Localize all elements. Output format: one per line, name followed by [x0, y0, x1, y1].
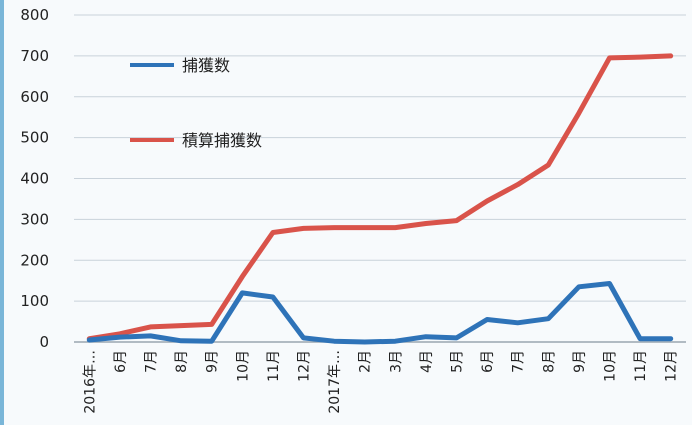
x-tick: 7月	[144, 350, 160, 373]
legend: 捕獲数 積算捕獲数	[130, 56, 262, 150]
x-tick-label: 9月	[572, 350, 588, 373]
y-tick-label: 100	[20, 292, 49, 310]
x-tick-label: 6月	[113, 350, 129, 373]
x-tick: 7月	[511, 350, 527, 373]
x-tick: 10月	[603, 350, 619, 382]
x-tick: 11月	[633, 350, 649, 382]
x-tick-label: 7月	[144, 350, 160, 373]
x-tick: 12月	[664, 350, 680, 382]
x-tick: 6月	[113, 350, 129, 373]
series-lines	[86, 53, 674, 345]
x-tick: 12月	[297, 350, 313, 382]
legend-label-cumulative: 積算捕獲数	[182, 131, 262, 150]
x-tick-label: 12月	[297, 350, 313, 382]
x-tick: 8月	[174, 350, 190, 373]
x-tick: 11月	[266, 350, 282, 382]
x-tick-label: 12月	[664, 350, 680, 382]
x-tick: 6月	[480, 350, 496, 373]
series-line-catch	[86, 281, 674, 345]
y-tick-label: 700	[20, 47, 49, 65]
x-tick-label: 11月	[633, 350, 649, 382]
x-tick: 4月	[419, 350, 435, 373]
x-tick-label: 8月	[541, 350, 557, 373]
x-tick-label: 9月	[205, 350, 221, 373]
x-tick-label: 6月	[480, 350, 496, 373]
y-tick-label: 300	[20, 210, 49, 228]
x-tick: 2017年…	[327, 350, 343, 414]
x-tick-label: 2月	[358, 350, 374, 373]
x-tick: 3月	[388, 350, 404, 373]
x-tick-label: 8月	[174, 350, 190, 373]
x-tick-label: 7月	[511, 350, 527, 373]
gridlines	[74, 14, 686, 343]
x-tick: 9月	[572, 350, 588, 373]
x-tick-label: 11月	[266, 350, 282, 382]
y-tick-label: 0	[39, 333, 49, 351]
x-tick-label: 2017年…	[327, 350, 343, 414]
line-chart-svg: 0 100 200 300 400 500 600 700 800 2016年… 6月 7月 8月 9月…	[20, 6, 686, 414]
series-line-cumulative	[86, 53, 674, 342]
x-tick: 5月	[450, 350, 466, 373]
x-tick: 2016年…	[82, 350, 98, 414]
x-tick-label: 5月	[450, 350, 466, 373]
legend-label-catch: 捕獲数	[182, 56, 230, 75]
x-tick: 10月	[235, 350, 251, 382]
x-tick: 8月	[541, 350, 557, 373]
y-tick-label: 500	[20, 129, 49, 147]
x-axis: 2016年… 6月 7月 8月 9月 10月 11月 12月 2017年… 2月 3月 4月 5月 6月 7…	[82, 350, 679, 414]
x-tick-label: 3月	[388, 350, 404, 373]
y-tick-label: 200	[20, 251, 49, 269]
y-tick-label: 800	[20, 6, 49, 24]
x-tick-label: 2016年…	[82, 350, 98, 414]
x-tick-label: 4月	[419, 350, 435, 373]
x-tick-label: 10月	[603, 350, 619, 382]
y-tick-label: 600	[20, 88, 49, 106]
x-tick: 9月	[205, 350, 221, 373]
x-tick: 2月	[358, 350, 374, 373]
x-tick-label: 10月	[235, 350, 251, 382]
y-tick-label: 400	[20, 170, 49, 188]
y-axis: 0 100 200 300 400 500 600 700 800	[20, 6, 49, 351]
